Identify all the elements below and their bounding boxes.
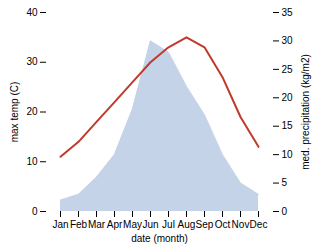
svg-text:5: 5 <box>282 177 288 188</box>
svg-text:Aug: Aug <box>178 219 196 230</box>
svg-text:med. precipitation (kg/m2): med. precipitation (kg/m2) <box>300 54 311 170</box>
svg-text:Oct: Oct <box>215 219 231 230</box>
svg-text:Feb: Feb <box>70 219 88 230</box>
svg-text:date (month): date (month) <box>131 233 188 244</box>
svg-text:30: 30 <box>26 56 38 67</box>
svg-text:Dec: Dec <box>250 219 268 230</box>
svg-text:30: 30 <box>282 35 294 46</box>
svg-text:Sep: Sep <box>196 219 214 230</box>
svg-text:Jul: Jul <box>162 219 175 230</box>
svg-text:25: 25 <box>282 64 294 75</box>
svg-text:Apr: Apr <box>107 219 123 230</box>
svg-text:0: 0 <box>282 206 288 217</box>
svg-text:10: 10 <box>26 156 38 167</box>
svg-text:0: 0 <box>32 206 38 217</box>
svg-text:Nov: Nov <box>232 219 250 230</box>
svg-text:20: 20 <box>26 106 38 117</box>
svg-text:10: 10 <box>282 149 294 160</box>
svg-text:May: May <box>123 219 142 230</box>
svg-text:max temp (C): max temp (C) <box>9 82 20 143</box>
svg-text:15: 15 <box>282 120 294 131</box>
svg-text:40: 40 <box>26 7 38 18</box>
svg-text:35: 35 <box>282 7 294 18</box>
svg-text:Mar: Mar <box>88 219 106 230</box>
svg-text:Jun: Jun <box>142 219 158 230</box>
svg-text:Jan: Jan <box>52 219 68 230</box>
svg-text:20: 20 <box>282 92 294 103</box>
